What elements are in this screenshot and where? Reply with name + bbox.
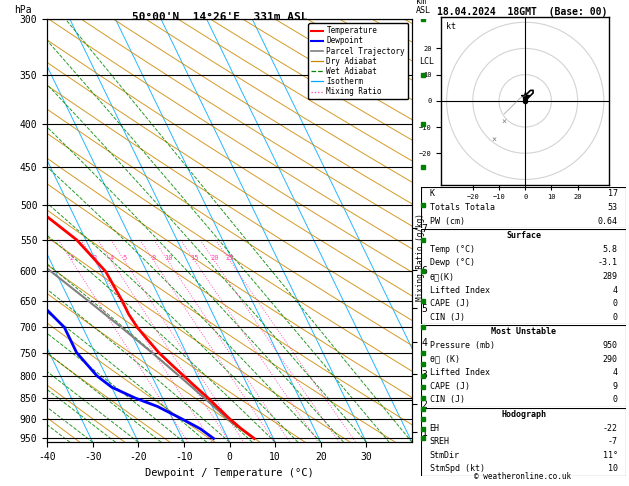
Text: StmDir: StmDir [430,451,460,460]
Text: 53: 53 [608,203,618,212]
Text: -7: -7 [608,437,618,446]
Text: Pressure (mb): Pressure (mb) [430,341,494,350]
Text: 25: 25 [226,255,235,261]
Text: 2: 2 [70,255,74,261]
Text: θᴇ(K): θᴇ(K) [430,272,455,281]
Text: K: K [430,190,435,198]
Text: 290: 290 [603,355,618,364]
Text: LCL: LCL [420,57,434,66]
Text: hPa: hPa [14,5,32,15]
Text: 289: 289 [603,272,618,281]
Text: 0: 0 [613,299,618,308]
Text: 50°00'N  14°26'E  331m ASL: 50°00'N 14°26'E 331m ASL [132,12,308,22]
Text: -3.1: -3.1 [598,259,618,267]
Text: 0: 0 [613,313,618,322]
Text: CAPE (J): CAPE (J) [430,299,470,308]
Text: 0.64: 0.64 [598,217,618,226]
Text: Mixing Ratio (g/kg): Mixing Ratio (g/kg) [416,213,425,300]
Text: -22: -22 [603,424,618,433]
Text: 3: 3 [92,255,97,261]
Text: Totals Totala: Totals Totala [430,203,494,212]
Legend: Temperature, Dewpoint, Parcel Trajectory, Dry Adiabat, Wet Adiabat, Isotherm, Mi: Temperature, Dewpoint, Parcel Trajectory… [308,23,408,99]
Text: 0: 0 [613,396,618,404]
Text: StmSpd (kt): StmSpd (kt) [430,465,484,473]
Text: θᴇ (K): θᴇ (K) [430,355,460,364]
Text: 10: 10 [164,255,172,261]
Text: 18.04.2024  18GMT  (Base: 00): 18.04.2024 18GMT (Base: 00) [437,7,607,17]
Text: 4: 4 [613,286,618,295]
Text: 10: 10 [608,465,618,473]
Text: CAPE (J): CAPE (J) [430,382,470,391]
Text: Most Unstable: Most Unstable [491,328,556,336]
Text: Lifted Index: Lifted Index [430,286,489,295]
Text: Temp (°C): Temp (°C) [430,245,475,254]
Text: 4: 4 [613,368,618,377]
Text: ×: × [491,136,496,145]
Text: 4: 4 [109,255,113,261]
Text: 17: 17 [608,190,618,198]
X-axis label: Dewpoint / Temperature (°C): Dewpoint / Temperature (°C) [145,468,314,478]
Text: EH: EH [430,424,440,433]
Text: 15: 15 [191,255,199,261]
Text: Hodograph: Hodograph [501,410,546,419]
Text: © weatheronline.co.uk: © weatheronline.co.uk [474,472,571,481]
Text: CIN (J): CIN (J) [430,396,465,404]
Text: 5: 5 [123,255,127,261]
Text: 9: 9 [613,382,618,391]
Text: ×: × [502,117,507,126]
Text: km
ASL: km ASL [416,0,431,15]
Text: kt: kt [447,22,457,31]
Text: CIN (J): CIN (J) [430,313,465,322]
Text: 950: 950 [603,341,618,350]
Text: Surface: Surface [506,231,541,240]
Text: Lifted Index: Lifted Index [430,368,489,377]
Text: 8: 8 [152,255,156,261]
Text: Dewp (°C): Dewp (°C) [430,259,475,267]
Text: SREH: SREH [430,437,450,446]
Text: 11°: 11° [603,451,618,460]
Text: 5.8: 5.8 [603,245,618,254]
Text: 20: 20 [210,255,219,261]
Text: PW (cm): PW (cm) [430,217,465,226]
